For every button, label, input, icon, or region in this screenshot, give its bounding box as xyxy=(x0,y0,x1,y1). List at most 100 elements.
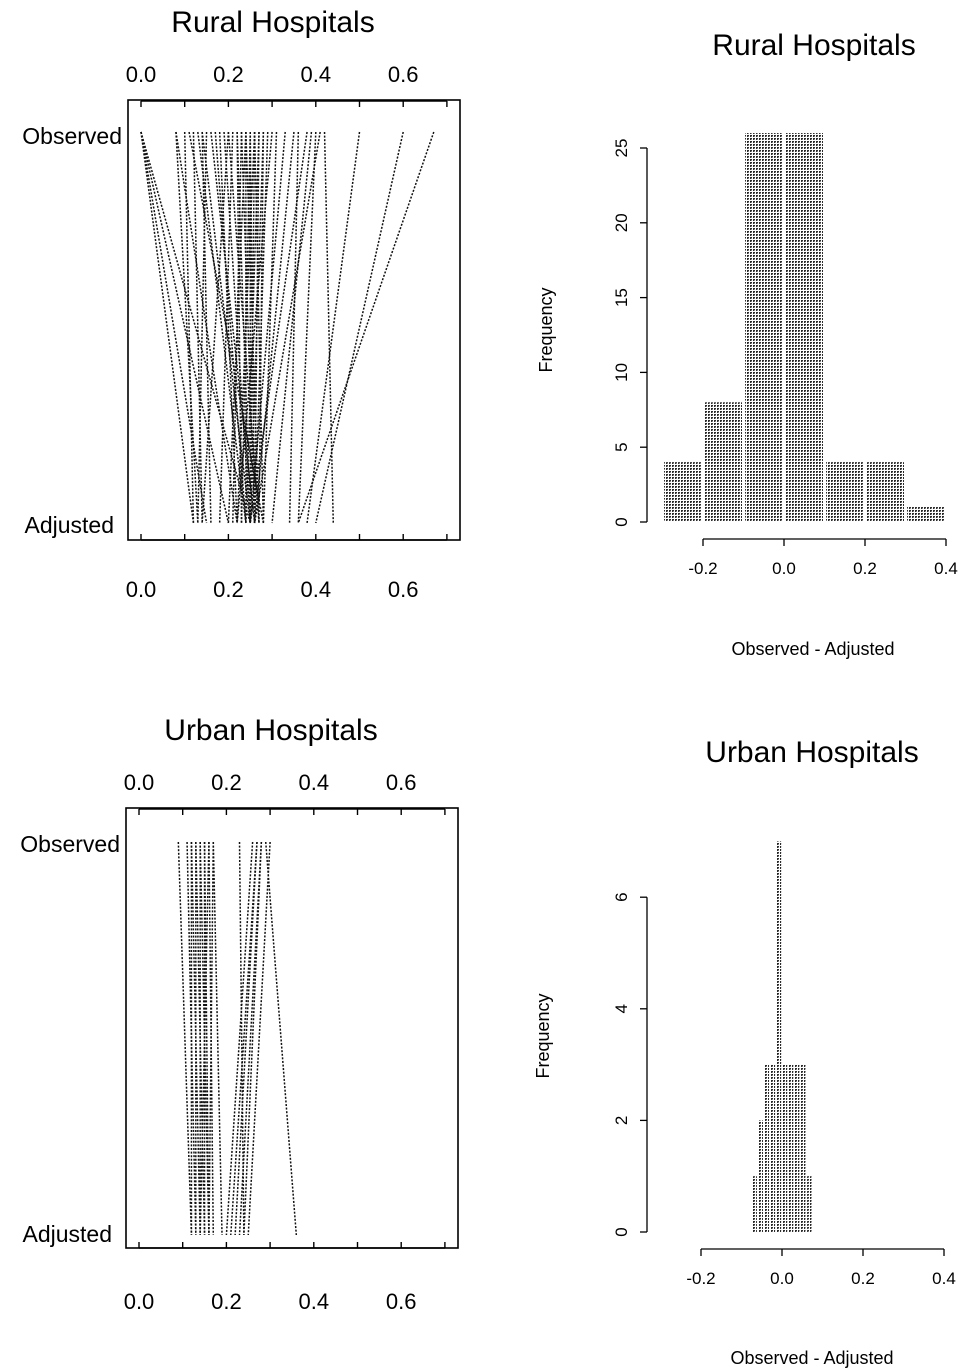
tick-label: 0 xyxy=(612,517,631,526)
urban-hist-xlabel: Observed - Adjusted xyxy=(730,1348,893,1368)
histogram-bar xyxy=(704,402,742,522)
slope-line xyxy=(264,841,298,1236)
urban-observed-label: Observed xyxy=(20,831,120,857)
histogram-bar xyxy=(801,1064,806,1232)
urban-hist-title: Urban Hospitals xyxy=(705,736,918,769)
histogram-bar xyxy=(794,1064,800,1232)
tick-label: 0.0 xyxy=(772,559,796,578)
tick-label: 4 xyxy=(612,1004,631,1013)
slope-line xyxy=(140,131,208,524)
urban-hist-bars xyxy=(752,841,812,1232)
tick-label: -0.2 xyxy=(686,1269,715,1288)
slope-line xyxy=(186,841,197,1236)
slope-line xyxy=(225,841,254,1236)
slope-line xyxy=(212,841,223,1236)
histogram-bar xyxy=(907,507,945,522)
slope-line xyxy=(297,131,317,524)
slope-line xyxy=(297,131,435,524)
urban-hist-ylabel: Frequency xyxy=(533,993,553,1078)
tick-label: 0.4 xyxy=(299,1289,330,1314)
tick-label: 20 xyxy=(612,213,631,232)
slope-line xyxy=(140,131,230,524)
slope-line xyxy=(214,131,247,524)
tick-label: 0.2 xyxy=(211,1289,242,1314)
rural-hist-bars xyxy=(664,133,945,523)
tick-label: 0.6 xyxy=(386,770,417,795)
tick-label: -0.2 xyxy=(688,559,717,578)
tick-label: 0.0 xyxy=(770,1269,794,1288)
slope-line xyxy=(208,841,215,1236)
rural-adjusted-label: Adjusted xyxy=(24,512,114,538)
slope-line xyxy=(234,841,258,1236)
histogram-bar xyxy=(764,1064,770,1232)
rural-observed-label: Observed xyxy=(22,123,122,149)
slope-line xyxy=(262,131,278,524)
rural-slope-top-axis: 0.0 0.2 0.4 0.6 xyxy=(126,62,448,107)
tick-label: 0.2 xyxy=(211,770,242,795)
slope-line xyxy=(183,131,195,524)
histogram-bar xyxy=(788,1064,794,1232)
tick-label: 15 xyxy=(612,288,631,307)
tick-label: 25 xyxy=(612,139,631,158)
slope-line xyxy=(218,131,234,524)
slope-line xyxy=(208,841,215,1236)
slope-line xyxy=(271,131,313,524)
tick-label: 6 xyxy=(612,892,631,901)
slope-line xyxy=(218,131,238,524)
tick-label: 0.6 xyxy=(386,1289,417,1314)
slope-line xyxy=(245,131,260,524)
urban-slope-frame xyxy=(125,807,459,1249)
rural-hist-title: Rural Hospitals xyxy=(712,29,915,62)
tick-label: 10 xyxy=(612,363,631,382)
urban-slope-panel: Urban Hospitals 0.0 0.2 0.4 0.6 Observed Ad… xyxy=(20,714,459,1314)
tick-label: 0.4 xyxy=(934,559,958,578)
tick-label: 0.0 xyxy=(126,62,157,87)
histogram-bar xyxy=(758,1120,763,1232)
slope-line xyxy=(201,131,230,524)
slope-line xyxy=(249,131,308,524)
tick-label: 0.0 xyxy=(124,1289,155,1314)
slope-line xyxy=(236,131,243,524)
tick-label: 0.2 xyxy=(213,577,244,602)
rural-slope-lines xyxy=(140,131,435,524)
slope-line xyxy=(306,131,361,524)
tick-label: 0.4 xyxy=(932,1269,956,1288)
slope-line xyxy=(249,131,286,524)
rural-slope-panel: Rural Hospitals 0.0 0.2 0.4 0.6 Observed Ad… xyxy=(22,6,461,602)
slope-line xyxy=(323,131,335,524)
urban-slope-bottom-axis: 0.0 0.2 0.4 0.6 xyxy=(124,1242,446,1314)
slope-line xyxy=(236,131,256,524)
rural-slope-title: Rural Hospitals xyxy=(171,6,374,39)
slope-line xyxy=(192,131,203,524)
slope-line xyxy=(190,841,201,1236)
rural-hist-y-axis: 0 5 10 15 20 25 xyxy=(612,139,648,527)
slope-line xyxy=(199,841,210,1236)
slope-line xyxy=(199,841,210,1236)
slope-line xyxy=(140,131,251,524)
slope-line xyxy=(195,841,206,1236)
tick-label: 0.4 xyxy=(301,62,332,87)
histogram-bar xyxy=(826,462,864,522)
slope-line xyxy=(227,131,247,524)
urban-hist-y-axis: 0 2 4 6 xyxy=(612,892,648,1237)
rural-slope-bottom-axis: 0.0 0.2 0.4 0.6 xyxy=(126,534,448,602)
slope-line xyxy=(247,841,271,1236)
histogram-bar xyxy=(866,462,904,522)
histogram-bar xyxy=(807,1176,812,1232)
slope-line xyxy=(253,131,321,524)
slope-line xyxy=(203,841,210,1236)
tick-label: 2 xyxy=(612,1116,631,1125)
tick-label: 0 xyxy=(612,1227,631,1236)
slope-line xyxy=(175,131,199,524)
slope-line xyxy=(288,131,300,524)
histogram-bar xyxy=(770,1064,776,1232)
histogram-bar xyxy=(752,1176,757,1232)
slope-line xyxy=(197,131,208,524)
rural-hist-panel: Rural Hospitals 0 5 10 15 20 25 -0.2 0.0 0.2 0.4… xyxy=(536,29,958,659)
slope-line xyxy=(238,841,245,1236)
histogram-bar xyxy=(785,133,823,523)
tick-label: 0.0 xyxy=(124,770,155,795)
tick-label: 0.0 xyxy=(126,577,157,602)
urban-hist-x-axis: -0.2 0.0 0.2 0.4 xyxy=(686,1248,956,1288)
